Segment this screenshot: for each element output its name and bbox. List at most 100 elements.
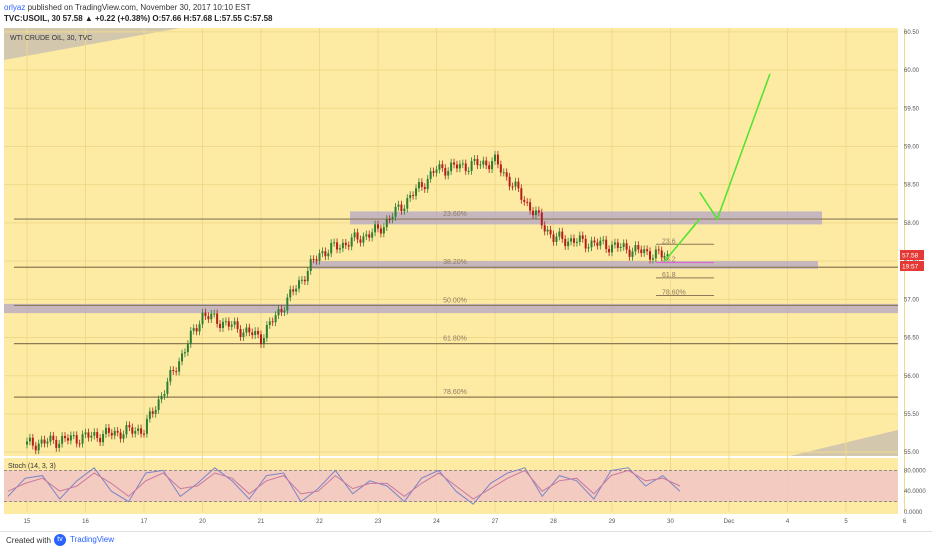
candle-body xyxy=(34,445,37,451)
candle-body xyxy=(239,328,242,338)
candle-body xyxy=(26,441,28,445)
candle-body xyxy=(221,321,224,328)
candle-body xyxy=(169,370,172,382)
x-tick-label: 20 xyxy=(199,519,206,525)
candle-body xyxy=(134,431,137,434)
candle-body xyxy=(356,232,359,240)
candle-body xyxy=(37,443,40,451)
candle-body xyxy=(374,224,377,233)
candle-body xyxy=(488,165,491,170)
stoch-band xyxy=(4,470,898,502)
projection-arrow xyxy=(664,218,701,262)
candle-body xyxy=(537,210,540,213)
candle-body xyxy=(365,234,368,237)
candle-body xyxy=(534,210,537,216)
main-chart-title: WTI CRUDE OIL, 30, TVC xyxy=(10,35,92,42)
candle-body xyxy=(131,427,134,434)
candle-body xyxy=(379,228,382,234)
candle-body xyxy=(473,159,476,162)
candle-body xyxy=(555,236,558,242)
fib-label: 61.80% xyxy=(443,336,467,343)
candle-body xyxy=(567,241,570,247)
candle-body xyxy=(298,280,301,289)
mini-fib-label: 61.8 xyxy=(662,272,676,279)
candle-body xyxy=(453,162,456,165)
candle-body xyxy=(426,178,429,190)
candle-body xyxy=(151,411,154,414)
candle-body xyxy=(213,313,216,315)
candle-body xyxy=(116,430,119,433)
candle-body xyxy=(157,399,160,410)
candle-body xyxy=(552,234,555,242)
candle-body xyxy=(616,242,619,248)
candle-body xyxy=(87,432,90,438)
candle-body xyxy=(347,245,350,247)
candle-body xyxy=(596,242,599,246)
candle-body xyxy=(464,163,467,171)
mini-fib-label: 78.60% xyxy=(662,290,686,297)
shade-top-left xyxy=(4,28,180,60)
tradingview-link[interactable]: TradingView xyxy=(70,535,115,544)
zone-rect xyxy=(350,211,822,225)
y-tick-label: 56.50 xyxy=(904,336,920,342)
candle-body xyxy=(55,440,58,448)
candle-body xyxy=(201,312,204,325)
candle-body xyxy=(262,338,265,345)
y-tick-label: 57.00 xyxy=(904,297,920,303)
candle-body xyxy=(640,249,643,254)
stoch-title: Stoch (14, 3, 3) xyxy=(8,463,56,470)
candle-body xyxy=(444,168,447,176)
candle-body xyxy=(125,425,128,435)
candle-body xyxy=(657,249,660,251)
candle-body xyxy=(271,321,274,323)
candle-body xyxy=(300,279,303,281)
fib-label: 38.20% xyxy=(443,259,467,266)
candle-body xyxy=(61,435,64,444)
candle-body xyxy=(517,181,520,189)
x-tick-label: 23 xyxy=(375,519,382,525)
candle-body xyxy=(467,170,470,172)
candle-body xyxy=(649,251,652,260)
candle-body xyxy=(341,242,344,249)
x-tick-label: 28 xyxy=(550,519,557,525)
candle-body xyxy=(543,225,546,232)
stochastic-panel: 80.0000 40.0000 0.0000 xyxy=(4,467,926,516)
candle-body xyxy=(546,229,549,232)
last-price-label: 57.58 xyxy=(902,252,919,259)
candle-body xyxy=(409,195,412,199)
candle-body xyxy=(78,443,81,445)
candle-body xyxy=(532,210,535,216)
candle-body xyxy=(113,430,116,436)
candle-body xyxy=(526,201,529,203)
candle-body xyxy=(277,309,280,316)
candle-body xyxy=(584,238,587,249)
stoch-line xyxy=(7,469,681,500)
publish-info: published on TradingView.com, November 3… xyxy=(25,3,251,12)
candle-body xyxy=(260,334,262,345)
candle-body xyxy=(564,238,567,247)
candle-body xyxy=(499,164,502,173)
y-tick-label: 58.50 xyxy=(904,183,920,189)
last-price-badge xyxy=(900,249,924,260)
candle-body xyxy=(166,381,169,394)
x-tick-label: 16 xyxy=(82,519,89,525)
candle-body xyxy=(634,245,637,252)
candle-body xyxy=(643,249,646,254)
y-tick-label: 55.00 xyxy=(904,450,920,456)
zone-rect xyxy=(4,303,898,314)
candle-body xyxy=(455,164,458,169)
candle-body xyxy=(66,438,69,441)
candle-body xyxy=(236,321,239,329)
candle-body xyxy=(257,331,260,335)
candle-body xyxy=(476,159,479,166)
tradingview-logo-icon[interactable]: tv xyxy=(54,534,66,546)
candle-body xyxy=(99,438,102,443)
candle-body xyxy=(438,164,441,170)
candle-body xyxy=(631,251,634,257)
author-link[interactable]: orlyaz xyxy=(4,3,26,12)
candle-body xyxy=(479,164,482,166)
x-tick-label: 17 xyxy=(141,519,148,525)
candle-body xyxy=(625,243,628,250)
candle-body xyxy=(441,164,444,169)
